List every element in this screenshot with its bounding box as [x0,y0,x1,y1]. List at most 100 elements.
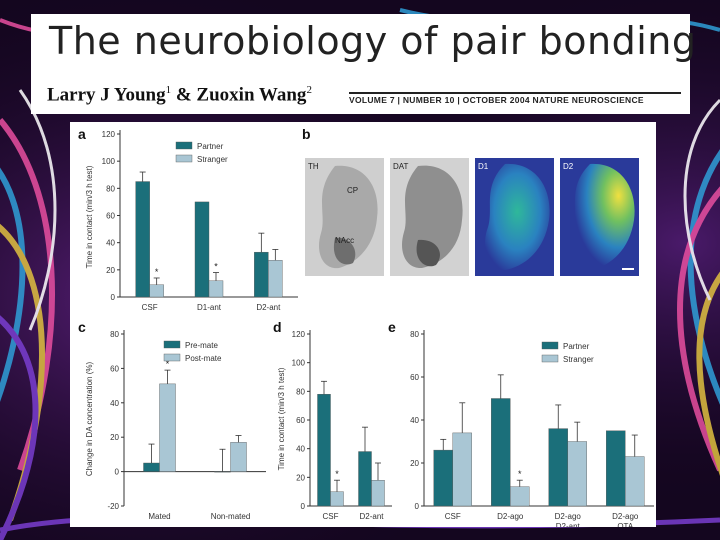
legend-swatch [541,354,559,363]
panel-letter-d: d [273,319,282,335]
bar-post-mate [159,383,176,472]
legend-swatch [163,353,181,362]
y-axis-label: Time in contact (min/3 h test) [85,165,94,268]
legend-label: Stranger [197,155,228,164]
affiliation-2: 2 [306,84,312,96]
brain-section-dat: DAT [390,158,469,276]
y-tick-label: 40 [296,445,305,454]
bar-stranger [567,441,587,507]
bar-pre-mate [143,462,160,472]
author-line: Larry J Young1 & Zuoxin Wang2 [47,84,312,106]
brain-section-d2: D2 [560,158,639,276]
significance-marker: * [155,267,159,277]
y-tick-label: 100 [292,359,306,368]
bar-stranger [510,486,530,507]
bar-stranger [149,284,164,298]
image-label-d2: D2 [563,162,574,171]
y-tick-label: 80 [410,330,419,339]
y-tick-label: 80 [110,330,119,339]
y-tick-label: 120 [292,330,306,339]
bar-partner [194,201,210,298]
y-tick-label: 60 [106,212,115,221]
y-tick-label: 60 [296,416,305,425]
region-label-cp: CP [347,186,359,195]
category-label: D2-ant [256,303,281,312]
bar-partner [606,430,626,507]
y-tick-label: 40 [110,399,119,408]
legend-label: Post-mate [185,354,222,363]
y-tick-label: 80 [106,184,115,193]
bar-partner [548,428,568,507]
y-tick-label: 0 [115,468,120,477]
panel-letter-e: e [388,319,396,335]
category-label: CSF [323,512,339,521]
category-label: Non-mated [211,512,251,521]
category-label: D1-ant [197,303,222,312]
author-1: Larry J Young [47,84,166,106]
affiliation-1: 1 [165,84,172,96]
brain-section-d1: D1 [475,158,554,276]
bar-stranger [208,280,224,298]
image-label-th: TH [308,162,319,171]
category-label: D2-ago [555,512,582,521]
y-tick-label: 100 [102,157,116,166]
legend-swatch [163,340,181,349]
y-tick-label: -20 [107,502,119,511]
legend-label: Stranger [563,355,594,364]
bar-partner [317,393,331,507]
bar-stranger [371,479,385,507]
y-tick-label: 120 [102,130,116,139]
category-label: CSF [445,512,461,521]
legend-swatch [175,141,193,150]
y-tick-label: 20 [296,473,305,482]
y-tick-label: 0 [301,502,306,511]
panel-letter-c: c [78,319,86,335]
y-tick-label: 20 [106,266,115,275]
y-tick-label: 0 [111,293,116,302]
y-tick-label: 60 [110,364,119,373]
y-tick-label: 40 [410,416,419,425]
significance-marker: * [214,262,218,272]
legend-label: Pre-mate [185,341,218,350]
d1-autoradiograph [475,158,554,276]
legend-label: Partner [197,142,224,151]
header-rule [349,92,681,94]
bar-stranger [625,456,645,507]
panel-letter-b: b [302,126,311,142]
paper-header: The neurobiology of pair bonding Larry J… [31,14,696,114]
bar-partner [433,449,453,507]
category-label: D2-ago [497,512,524,521]
significance-marker: * [335,469,339,479]
author-separator: & [171,84,197,106]
bar-partner [135,181,150,298]
chart-c: -20 0 20 40 60 80 Change in DA concentration (… [85,330,266,521]
significance-marker: * [518,469,522,479]
significance-marker: * [166,359,170,369]
y-tick-label: 80 [296,387,305,396]
y-tick-label: 20 [410,459,419,468]
brain-section-th: TH CP NAcc [305,158,384,276]
y-tick-label: 20 [110,433,119,442]
category-label: D2-ant [359,512,384,521]
panel-letter-a: a [78,126,86,142]
y-axis-label: Change in DA concentration (%) [85,362,94,477]
category-label: Mated [148,512,170,521]
bar-stranger [268,260,283,298]
category-label: D2-ant [556,522,581,527]
y-tick-label: 0 [415,502,420,511]
region-label-nacc: NAcc [335,236,355,245]
bar-stranger [452,432,472,507]
bar-partner [254,251,269,298]
bar-partner [491,398,511,507]
category-label: D2-ago [612,512,639,521]
legend-label: Partner [563,342,590,351]
y-tick-label: 60 [410,373,419,382]
legend-swatch [541,341,559,350]
bar-partner [358,451,372,507]
y-tick-label: 40 [106,239,115,248]
bar-pre-mate [214,471,231,473]
image-label-d1: D1 [478,162,489,171]
journal-citation: VOLUME 7 | NUMBER 10 | OCTOBER 2004 NATU… [349,95,644,105]
chart-a: 0 20 40 60 80 100 120 Time in contact (min/3 h … [85,130,298,312]
